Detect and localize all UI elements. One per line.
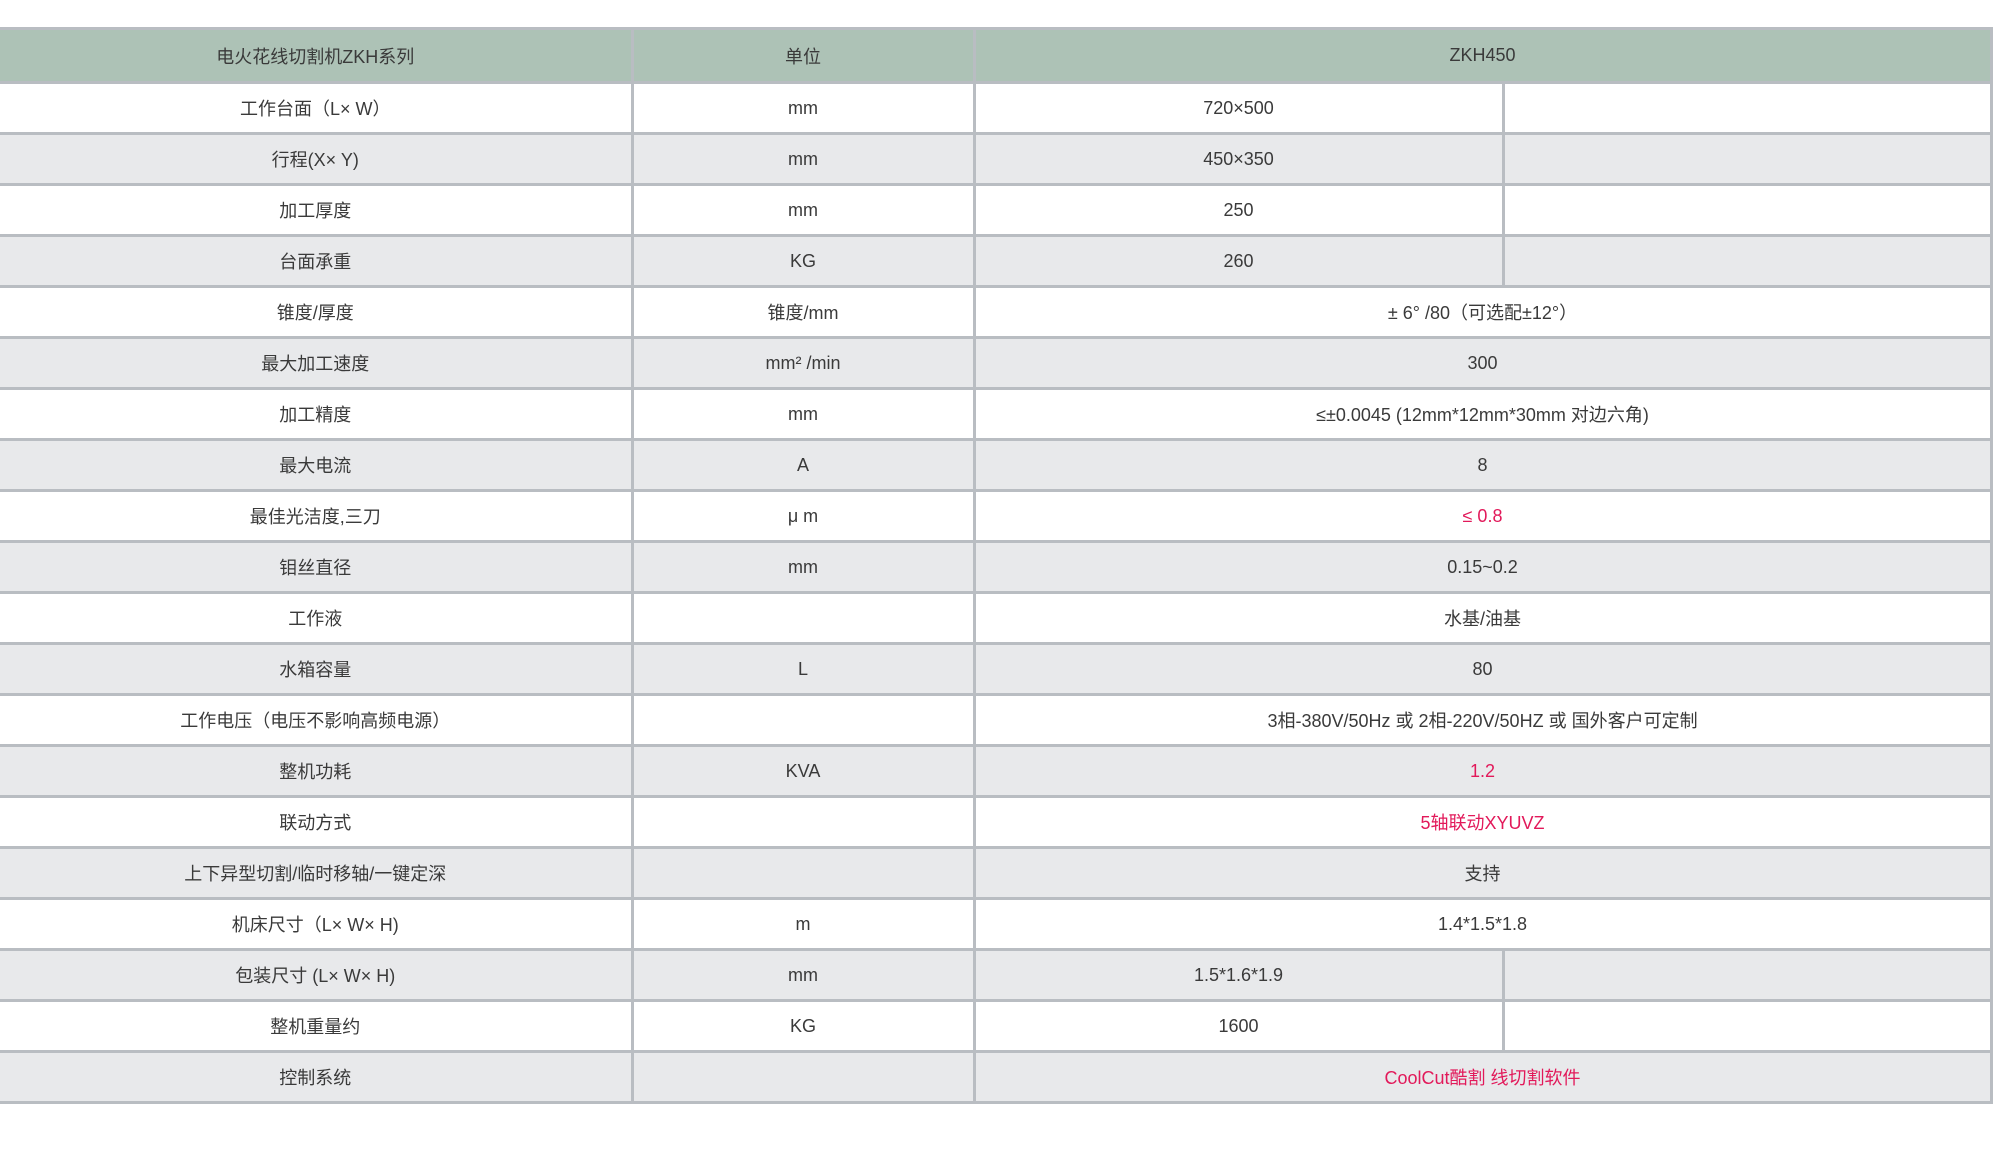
param-value: 水基/油基 — [972, 591, 1993, 645]
param-name: 锥度/厚度 — [0, 285, 634, 339]
table-row: 整机功耗 KVA 1.2 — [0, 744, 1993, 798]
param-name: 包装尺寸 (L× W× H) — [0, 948, 634, 1002]
param-value: 5轴联动XYUVZ — [972, 795, 1993, 849]
header-name: 电火花线切割机ZKH系列 — [0, 27, 634, 84]
param-unit: mm — [630, 183, 976, 237]
table-row: 最佳光洁度,三刀 μ m ≤ 0.8 — [0, 489, 1993, 543]
param-unit: μ m — [630, 489, 976, 543]
param-name: 工作台面（L× W） — [0, 81, 634, 135]
param-unit: L — [630, 642, 976, 696]
table-row: 上下异型切割/临时移轴/一键定深 支持 — [0, 846, 1993, 900]
param-unit: KVA — [630, 744, 976, 798]
param-name: 最大电流 — [0, 438, 634, 492]
table-row: 工作液 水基/油基 — [0, 591, 1993, 645]
param-unit: mm — [630, 132, 976, 186]
param-name: 最佳光洁度,三刀 — [0, 489, 634, 543]
table-row: 控制系统 CoolCut酷割 线切割软件 — [0, 1050, 1993, 1104]
param-value: 450×350 — [972, 132, 1505, 186]
param-unit: mm² /min — [630, 336, 976, 390]
table-row: 加工厚度 mm 250 — [0, 183, 1993, 237]
param-unit: mm — [630, 948, 976, 1002]
table-row: 台面承重 KG 260 — [0, 234, 1993, 288]
header-unit: 单位 — [630, 27, 976, 84]
param-name: 加工厚度 — [0, 183, 634, 237]
param-name: 行程(X× Y) — [0, 132, 634, 186]
param-value: 8 — [972, 438, 1993, 492]
param-unit: KG — [630, 999, 976, 1053]
param-name: 加工精度 — [0, 387, 634, 441]
param-value: ≤ 0.8 — [972, 489, 1993, 543]
param-name: 水箱容量 — [0, 642, 634, 696]
spec-table: 电火花线切割机ZKH系列 单位 ZKH450 工作台面（L× W） mm 720×5… — [0, 27, 1993, 1104]
param-name: 上下异型切割/临时移轴/一键定深 — [0, 846, 634, 900]
param-value: ± 6° /80（可选配±12°） — [972, 285, 1993, 339]
param-name: 钼丝直径 — [0, 540, 634, 594]
param-name: 控制系统 — [0, 1050, 634, 1104]
table-row: 行程(X× Y) mm 450×350 — [0, 132, 1993, 186]
param-unit — [630, 591, 976, 645]
param-unit — [630, 846, 976, 900]
table-row: 水箱容量 L 80 — [0, 642, 1993, 696]
param-value: 80 — [972, 642, 1993, 696]
table-row: 最大电流 A 8 — [0, 438, 1993, 492]
table-row: 工作电压（电压不影响高频电源） 3相-380V/50Hz 或 2相-220V/50… — [0, 693, 1993, 747]
param-name: 工作液 — [0, 591, 634, 645]
param-unit — [630, 1050, 976, 1104]
param-name: 机床尺寸（L× W× H) — [0, 897, 634, 951]
table-row: 联动方式 5轴联动XYUVZ — [0, 795, 1993, 849]
empty-cell — [1501, 999, 1993, 1053]
param-unit: mm — [630, 81, 976, 135]
empty-cell — [1501, 234, 1993, 288]
table-row: 加工精度 mm ≤±0.0045 (12mm*12mm*30mm 对边六角) — [0, 387, 1993, 441]
param-unit — [630, 795, 976, 849]
empty-cell — [1501, 132, 1993, 186]
param-value: 260 — [972, 234, 1505, 288]
param-value: 支持 — [972, 846, 1993, 900]
table-row: 钼丝直径 mm 0.15~0.2 — [0, 540, 1993, 594]
table-row: 锥度/厚度 锥度/mm ± 6° /80（可选配±12°） — [0, 285, 1993, 339]
param-value: 1600 — [972, 999, 1505, 1053]
table-header-row: 电火花线切割机ZKH系列 单位 ZKH450 — [0, 27, 1993, 84]
table-row: 包装尺寸 (L× W× H) mm 1.5*1.6*1.9 — [0, 948, 1993, 1002]
param-unit: mm — [630, 540, 976, 594]
table-row: 工作台面（L× W） mm 720×500 — [0, 81, 1993, 135]
param-name: 最大加工速度 — [0, 336, 634, 390]
param-unit: KG — [630, 234, 976, 288]
empty-cell — [1501, 948, 1993, 1002]
param-name: 整机重量约 — [0, 999, 634, 1053]
param-value: 3相-380V/50Hz 或 2相-220V/50HZ 或 国外客户可定制 — [972, 693, 1993, 747]
param-value: 250 — [972, 183, 1505, 237]
param-value: CoolCut酷割 线切割软件 — [972, 1050, 1993, 1104]
param-unit: mm — [630, 387, 976, 441]
param-value: 1.5*1.6*1.9 — [972, 948, 1505, 1002]
param-unit: 锥度/mm — [630, 285, 976, 339]
header-model: ZKH450 — [972, 27, 1993, 84]
empty-cell — [1501, 183, 1993, 237]
table-row: 机床尺寸（L× W× H) m 1.4*1.5*1.8 — [0, 897, 1993, 951]
param-unit: A — [630, 438, 976, 492]
param-value: 1.2 — [972, 744, 1993, 798]
param-value: ≤±0.0045 (12mm*12mm*30mm 对边六角) — [972, 387, 1993, 441]
table-row: 最大加工速度 mm² /min 300 — [0, 336, 1993, 390]
param-value: 1.4*1.5*1.8 — [972, 897, 1993, 951]
table-row: 整机重量约 KG 1600 — [0, 999, 1993, 1053]
param-name: 整机功耗 — [0, 744, 634, 798]
param-value: 720×500 — [972, 81, 1505, 135]
param-name: 台面承重 — [0, 234, 634, 288]
empty-cell — [1501, 81, 1993, 135]
param-unit: m — [630, 897, 976, 951]
param-value: 300 — [972, 336, 1993, 390]
param-value: 0.15~0.2 — [972, 540, 1993, 594]
param-name: 工作电压（电压不影响高频电源） — [0, 693, 634, 747]
param-name: 联动方式 — [0, 795, 634, 849]
param-unit — [630, 693, 976, 747]
